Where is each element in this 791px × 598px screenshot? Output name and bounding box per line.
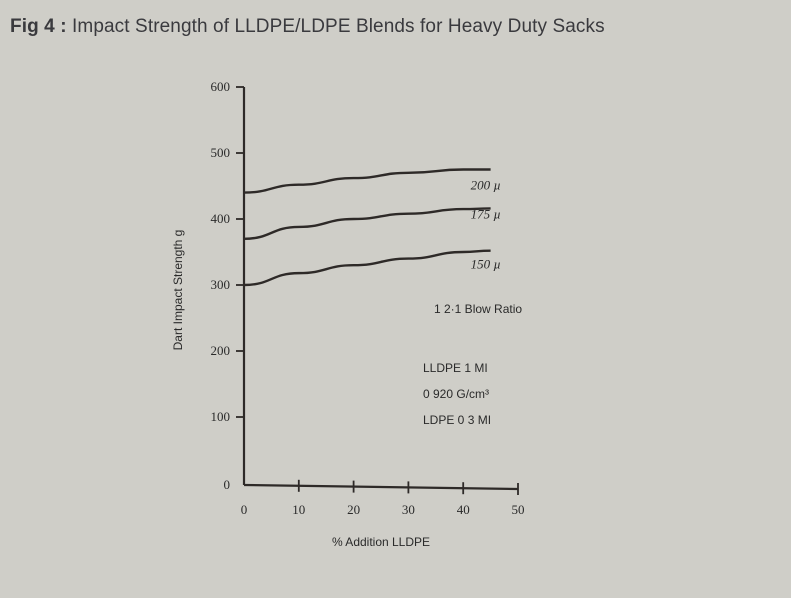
y-axis-label: Dart Impact Strength g	[171, 230, 185, 351]
annotation-blow-ratio: 1 2·1 Blow Ratio	[434, 302, 522, 316]
title-text: Impact Strength of LLDPE/LDPE Blends for…	[72, 16, 605, 37]
x-axis	[243, 483, 519, 491]
annotation-ldpe-mi: LDPE 0 3 MI	[423, 413, 491, 427]
series-label: 150 µ	[471, 257, 501, 272]
y-tick-label: 300	[211, 277, 231, 292]
x-tick-label: 20	[347, 502, 360, 517]
chart-title: Fig 4 : Impact Strength of LLDPE/LDPE Bl…	[10, 16, 605, 38]
series-label: 200 µ	[471, 178, 501, 193]
x-tick-label: 40	[457, 502, 470, 517]
x-axis-label: % Addition LLDPE	[332, 535, 430, 549]
y-tick-label: 600	[211, 79, 231, 94]
x-tick-label: 10	[292, 502, 305, 517]
y-tick-label: 200	[211, 343, 231, 358]
x-tick-label: 50	[512, 502, 525, 517]
y-tick-label: 400	[211, 211, 231, 226]
x-tick-label: 30	[402, 502, 415, 517]
series-line-1	[243, 207, 491, 240]
annotation-lldpe-mi: LLDPE 1 MI	[423, 361, 488, 375]
figure-label: Fig 4 :	[10, 16, 67, 37]
series-label: 175 µ	[471, 206, 501, 221]
series-line-2	[243, 249, 491, 287]
y-tick-label: 100	[211, 409, 231, 424]
series-line-0	[243, 168, 491, 194]
y-tick-label: 0	[224, 477, 231, 492]
x-tick-label: 0	[241, 502, 248, 517]
y-tick-label: 500	[211, 145, 231, 160]
annotation-density: 0 920 G/cm³	[423, 387, 489, 401]
